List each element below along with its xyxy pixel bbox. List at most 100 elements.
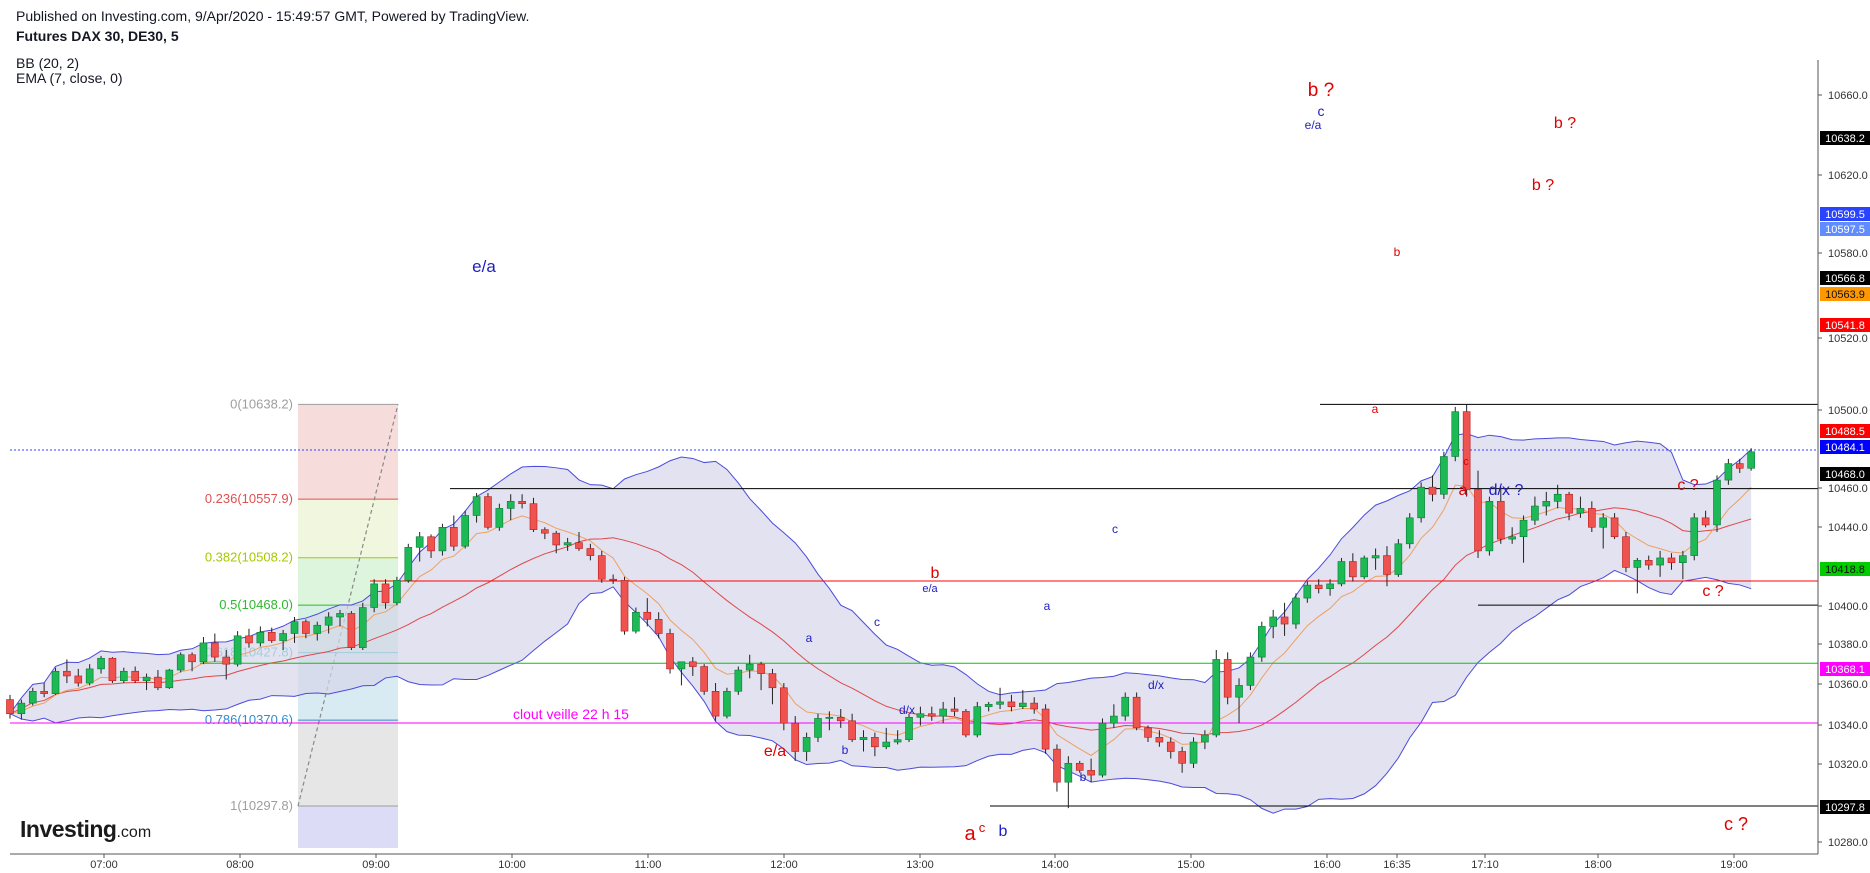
- time-tick-label: 14:00: [1041, 859, 1069, 871]
- candle-body: [1201, 734, 1209, 743]
- candle-body: [245, 635, 253, 644]
- candle-body: [541, 529, 549, 534]
- price-tick-label: 10520.0: [1828, 333, 1868, 345]
- price-tag-label: 10638.2: [1825, 133, 1865, 145]
- candle-body: [1007, 701, 1016, 707]
- wave-label: c ?: [1724, 814, 1748, 834]
- candle-body: [643, 611, 652, 620]
- price-tag-label: 10484.1: [1825, 442, 1865, 454]
- price-tick-label: 10280.0: [1828, 837, 1868, 849]
- candle-body: [313, 624, 322, 634]
- candle-body: [1041, 708, 1050, 750]
- candle-body: [1269, 616, 1277, 627]
- candle-body: [1337, 561, 1346, 585]
- candle-body: [609, 578, 617, 581]
- candle-body: [211, 642, 219, 658]
- candle-body: [358, 607, 367, 648]
- candle-body: [1155, 737, 1164, 743]
- candle-body: [290, 621, 299, 634]
- candle-body: [996, 701, 1004, 705]
- candle-body: [347, 613, 356, 648]
- ema-line: [9, 484, 1752, 757]
- candle-body: [1679, 555, 1687, 563]
- candle-body: [1610, 517, 1619, 538]
- candle-body: [1166, 741, 1175, 752]
- candle-body: [1417, 486, 1425, 519]
- wave-label: a: [1372, 402, 1379, 416]
- wave-label: b: [1080, 770, 1087, 784]
- candle-body: [1588, 508, 1596, 528]
- wave-label: c ?: [1702, 583, 1723, 600]
- candle-body: [393, 580, 401, 604]
- candle-body: [1326, 583, 1334, 589]
- candle-body: [1747, 451, 1755, 469]
- candle-body: [267, 632, 276, 641]
- price-tag-label: 10468.0: [1825, 469, 1865, 481]
- price-tick-label: 10500.0: [1828, 405, 1868, 417]
- candle-body: [1030, 702, 1038, 710]
- candle-body: [1599, 517, 1607, 528]
- price-tag: [1820, 662, 1870, 676]
- price-tick-label: 10360.0: [1828, 679, 1868, 691]
- logo-brand: Investing: [20, 816, 117, 842]
- price-tag: [1820, 222, 1870, 236]
- candle-body: [495, 508, 504, 528]
- candle-body: [336, 613, 344, 618]
- candle-body: [1474, 489, 1482, 552]
- wave-label: c: [1318, 103, 1325, 119]
- wave-label: b ?: [1308, 80, 1334, 101]
- time-tick-label: 16:00: [1313, 859, 1341, 871]
- wave-label: e/a: [764, 743, 786, 760]
- candle-body: [552, 532, 561, 546]
- price-tick-label: 10400.0: [1828, 601, 1868, 613]
- candle-body: [1405, 517, 1414, 545]
- candle-body: [632, 611, 640, 632]
- price-tag-label: 10297.8: [1825, 802, 1865, 814]
- bollinger-basis-line: [9, 507, 1752, 736]
- indicator-ema: EMA (7, close, 0): [16, 70, 123, 86]
- candle-body: [279, 633, 287, 641]
- candle-body: [302, 621, 310, 634]
- candle-body: [802, 737, 811, 752]
- candle-body: [188, 654, 196, 663]
- price-tag: [1820, 800, 1870, 814]
- candle-body: [233, 635, 242, 665]
- candle-body: [1314, 584, 1323, 589]
- candle-body: [1553, 493, 1562, 502]
- candle-body: [586, 548, 595, 556]
- time-tick-label: 10:00: [498, 859, 526, 871]
- candle-body: [28, 691, 37, 704]
- candle-body: [825, 716, 834, 719]
- time-tick-label: 17:10: [1471, 859, 1499, 871]
- candle-body: [427, 536, 435, 552]
- candle-body: [222, 656, 231, 665]
- time-tick-label: 08:00: [226, 859, 254, 871]
- wave-label: c: [1112, 522, 1118, 536]
- time-tick-label: 11:00: [635, 859, 662, 871]
- candle-body: [1383, 555, 1391, 575]
- time-tick-label: 07:00: [90, 859, 118, 871]
- price-tick-label: 10380.0: [1828, 639, 1868, 651]
- indicator-bb: BB (20, 2): [16, 55, 80, 71]
- fib-level-label: 0.5(10468.0): [219, 597, 293, 612]
- candle-body: [1713, 479, 1721, 526]
- wave-label: c ?: [1677, 477, 1698, 494]
- candle-body: [1360, 557, 1369, 578]
- candle-body: [1644, 560, 1653, 566]
- wave-label: e/a: [922, 583, 938, 595]
- candle-body: [1531, 505, 1539, 521]
- candle-body: [893, 739, 902, 743]
- candle-body: [1576, 508, 1585, 514]
- candle-body: [484, 496, 492, 528]
- bollinger-lower-line: [9, 569, 1752, 814]
- price-tag-label: 10566.8: [1825, 273, 1865, 285]
- candle-body: [1633, 560, 1642, 568]
- candle-body: [17, 702, 26, 715]
- candle-body: [780, 687, 788, 724]
- candle-body: [1189, 741, 1198, 764]
- candle-body: [518, 501, 526, 504]
- price-tick-label: 10320.0: [1828, 759, 1868, 771]
- wave-label: b: [842, 743, 849, 757]
- candle-body: [563, 542, 572, 546]
